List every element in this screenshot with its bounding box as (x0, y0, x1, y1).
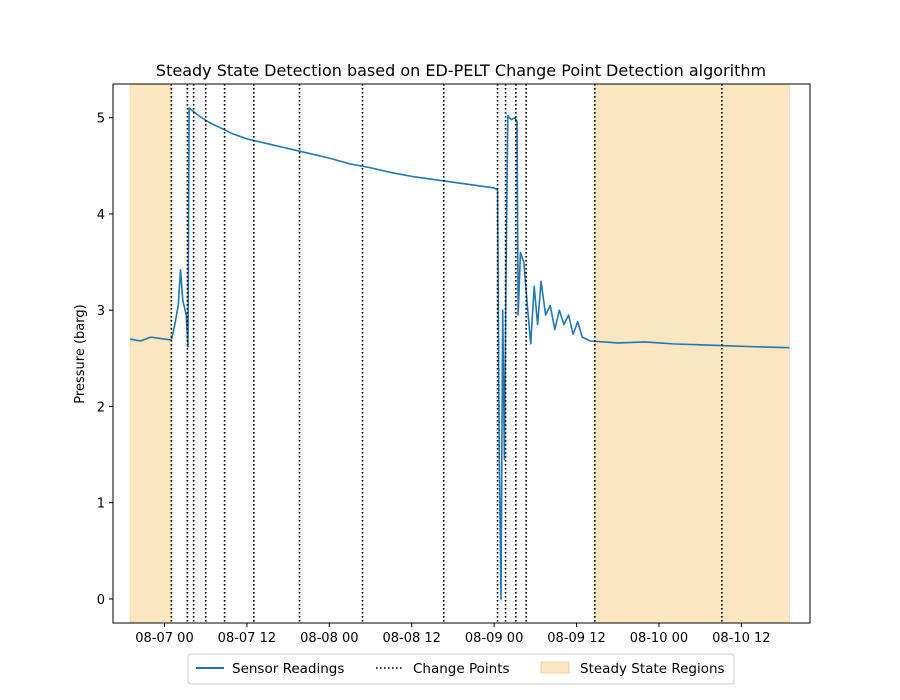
steady-state-region (594, 83, 790, 624)
x-tick-label: 08-07 00 (135, 631, 193, 646)
y-tick-label: 1 (97, 497, 105, 512)
x-tick-label: 08-07 12 (218, 631, 276, 646)
y-axis-label: Pressure (barg) (73, 304, 88, 403)
chart-title: Steady State Detection based on ED-PELT … (156, 61, 766, 80)
plot-area (129, 83, 790, 624)
y-tick-label: 2 (97, 400, 105, 415)
legend-steady-state-label: Steady State Regions (580, 661, 725, 677)
y-tick-label: 5 (97, 112, 105, 127)
x-tick-label: 08-09 00 (465, 631, 523, 646)
y-tick-label: 4 (97, 208, 105, 223)
y-tick-label: 3 (97, 304, 105, 319)
x-tick-label: 08-09 12 (547, 631, 605, 646)
sensor-readings-line (130, 107, 790, 600)
legend: Sensor Readings Change Points Steady Sta… (187, 653, 735, 685)
x-tick-label: 08-08 12 (382, 631, 440, 646)
legend-frame (187, 653, 735, 685)
x-tick-label: 08-10 12 (712, 631, 770, 646)
legend-sensor-readings-label: Sensor Readings (232, 661, 344, 677)
axes-frame (112, 83, 811, 624)
x-tick-label: 08-10 00 (630, 631, 688, 646)
x-tick-label: 08-08 00 (300, 631, 358, 646)
y-tick-label: 0 (97, 593, 105, 608)
legend-change-points-label: Change Points (413, 661, 510, 677)
steady-state-region (129, 83, 172, 624)
axes: 08-07 00 08-07 12 08-08 00 08-08 12 08-09 00… (97, 112, 771, 646)
legend-steady-state-swatch (540, 661, 570, 674)
